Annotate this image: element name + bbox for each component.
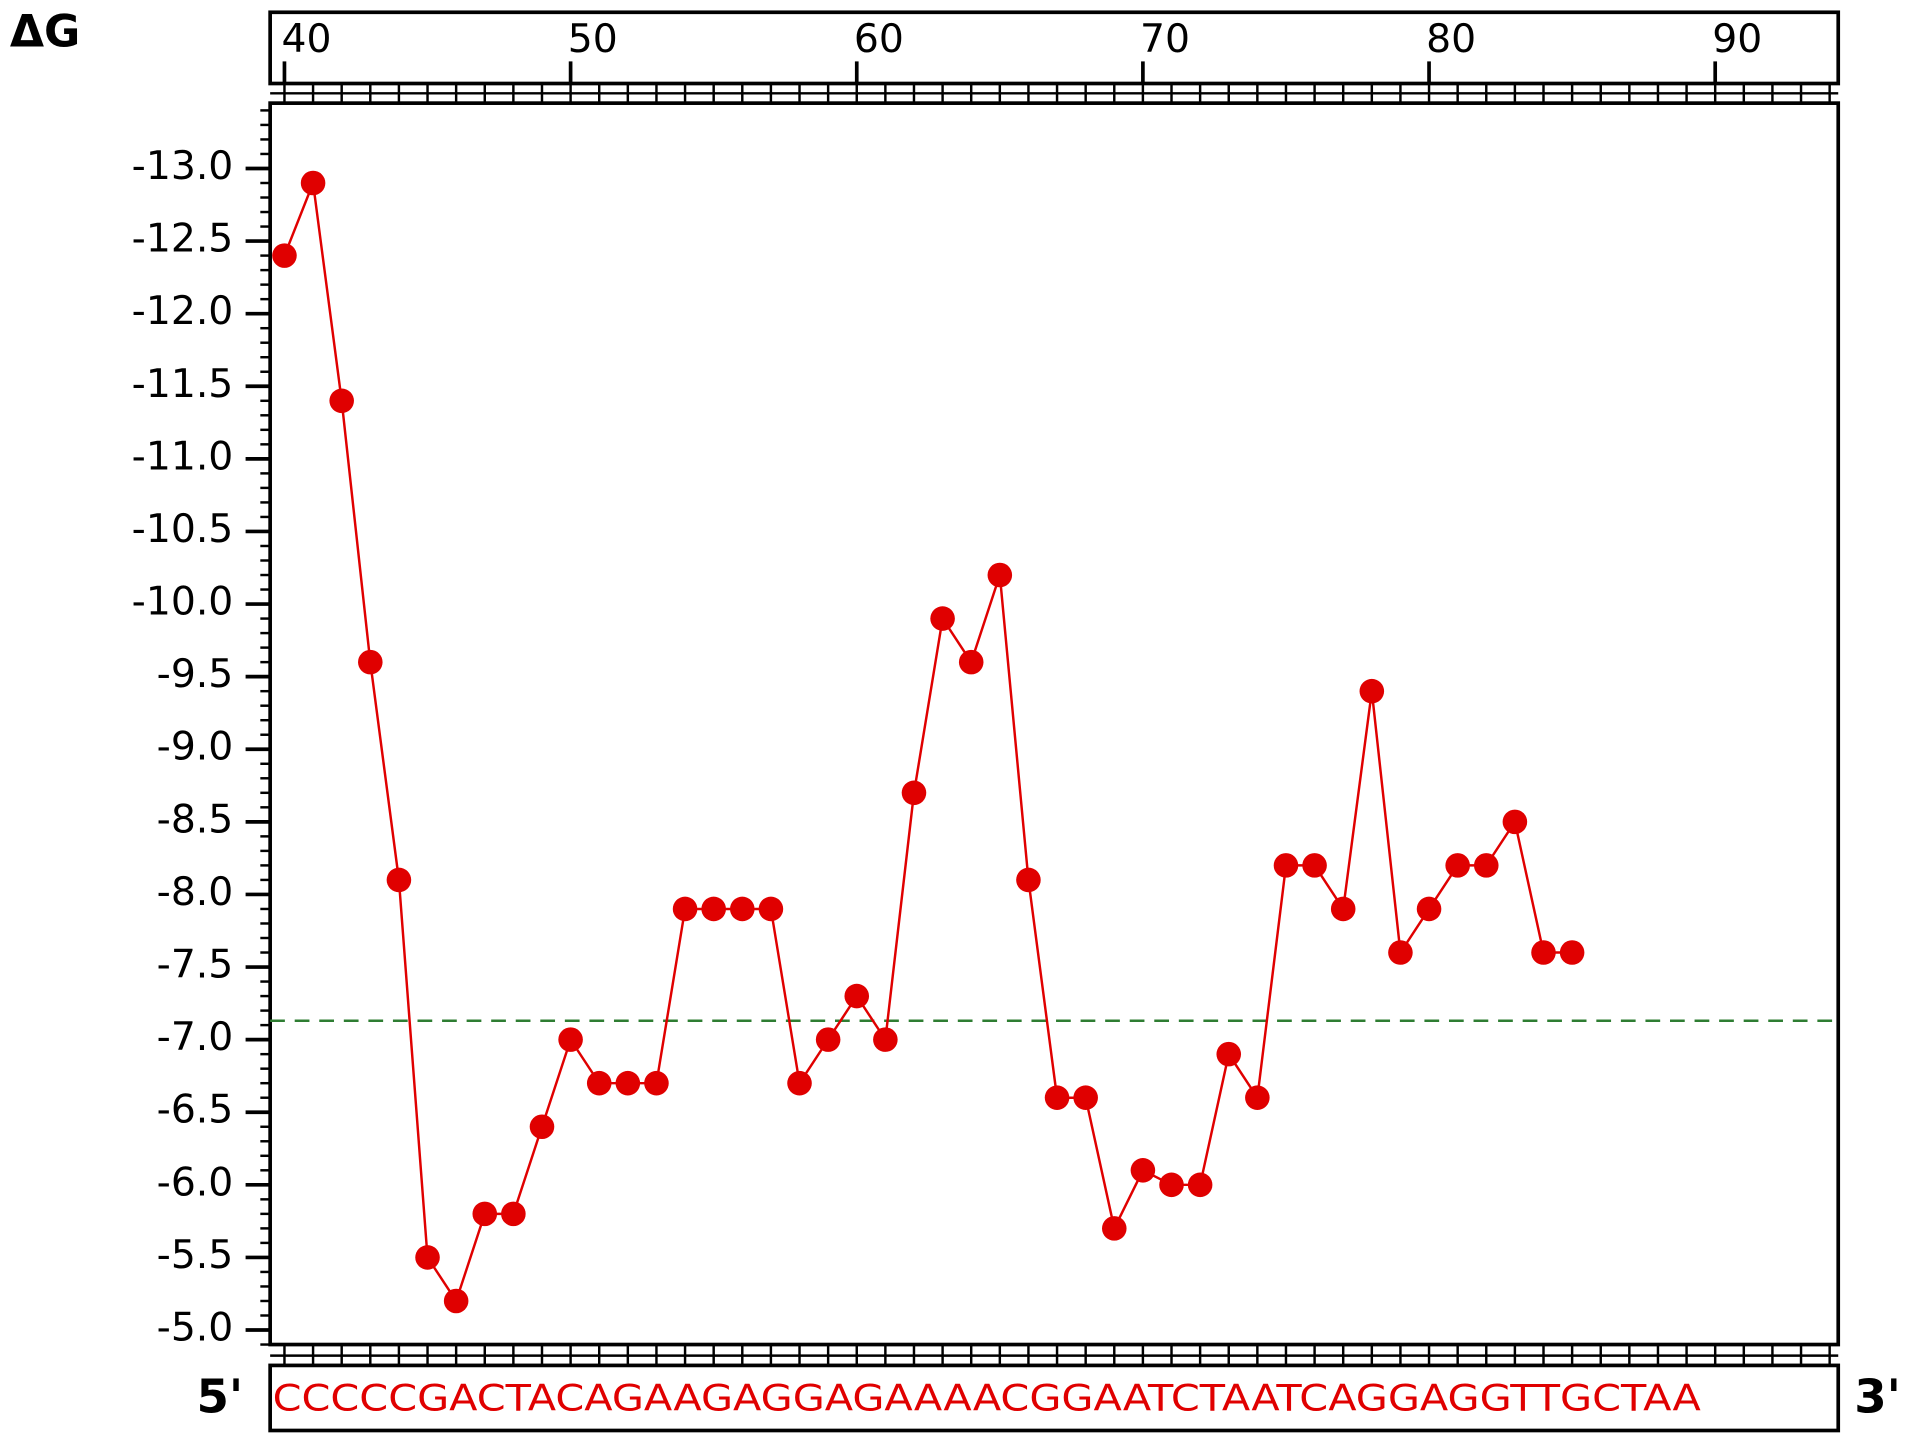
x-tick-label: 70 [1140, 17, 1190, 62]
data-point [1559, 940, 1585, 965]
plot-frame [268, 101, 1841, 1347]
x-tick-label: 50 [568, 17, 618, 62]
data-point [1273, 853, 1299, 878]
data-point [1473, 853, 1499, 878]
data-point [386, 867, 412, 893]
y-tick-label: -9.5 [157, 652, 234, 697]
y-tick-label: -11.5 [132, 362, 234, 407]
data-point [730, 896, 755, 922]
data-point [415, 1245, 440, 1270]
data-point [472, 1201, 498, 1227]
y-tick-label: -12.5 [132, 217, 234, 262]
y-tick-label: -9.0 [157, 725, 234, 770]
x-tick-label: 60 [854, 17, 904, 62]
series-line [283, 178, 1573, 1304]
data-point [930, 606, 955, 631]
data-point [443, 1288, 469, 1314]
data-point [1044, 1085, 1070, 1110]
y-tick-label: -13.0 [132, 144, 234, 189]
data-point [1073, 1085, 1098, 1110]
data-point [1416, 896, 1442, 922]
y-tick-label: -10.5 [132, 507, 234, 552]
data-point [758, 896, 784, 922]
sequence: CCCCCGACTACAGAAGAGGAGAAAACGGAATCTAATCAGG… [273, 1376, 1701, 1419]
y-axis-label: ΔG [10, 6, 80, 57]
data-point [558, 1027, 583, 1052]
data-point [1388, 940, 1413, 965]
data-point [901, 780, 927, 806]
data-point [329, 388, 354, 414]
y-tick-label: -7.5 [157, 943, 234, 988]
y-tick-label: -7.0 [157, 1015, 234, 1060]
data-point [1359, 678, 1385, 704]
data-point [272, 243, 297, 268]
data-point [1302, 853, 1327, 878]
data-point [787, 1070, 812, 1096]
y-tick-label: -8.0 [157, 870, 234, 915]
sequence-box [268, 1363, 1841, 1433]
data-point [1102, 1216, 1127, 1241]
y-tick-label: -8.5 [157, 797, 234, 842]
data-point [815, 1027, 841, 1052]
data-point [1130, 1158, 1156, 1183]
data-point [987, 562, 1013, 588]
y-tick-label: -5.0 [157, 1306, 234, 1351]
sequence-start: 5' [196, 1370, 243, 1424]
y-tick-label: -5.5 [157, 1233, 234, 1278]
y-tick-label: -6.5 [157, 1088, 234, 1133]
data-point [529, 1114, 555, 1140]
data-point [701, 896, 726, 922]
data-point [300, 170, 326, 196]
top-axis-box [268, 10, 1841, 86]
sequence-end: 3' [1854, 1370, 1901, 1424]
y-tick-label: -6.0 [157, 1160, 234, 1205]
data-point [672, 896, 698, 922]
y-tick-label: -11.0 [132, 434, 234, 479]
data-point [1531, 940, 1556, 965]
data-point [644, 1070, 669, 1096]
data-point [1216, 1041, 1242, 1067]
data-point [1245, 1085, 1270, 1110]
data-point [1187, 1172, 1213, 1198]
data-point [1445, 853, 1470, 878]
data-point [615, 1070, 641, 1096]
data-point [501, 1201, 526, 1227]
data-point [1330, 896, 1356, 922]
data-point [1502, 809, 1528, 835]
x-tick-label: 80 [1426, 17, 1476, 62]
data-point [358, 649, 383, 675]
y-tick-label: -12.0 [132, 289, 234, 334]
data-point [958, 649, 984, 675]
x-tick-label: 90 [1712, 17, 1762, 62]
data-point [844, 983, 870, 1009]
y-tick-label: -10.0 [132, 580, 234, 625]
x-tick-label: 40 [282, 17, 332, 62]
data-point [873, 1027, 898, 1052]
data-point [1016, 867, 1041, 893]
data-point [1159, 1172, 1184, 1198]
data-point [586, 1070, 612, 1096]
